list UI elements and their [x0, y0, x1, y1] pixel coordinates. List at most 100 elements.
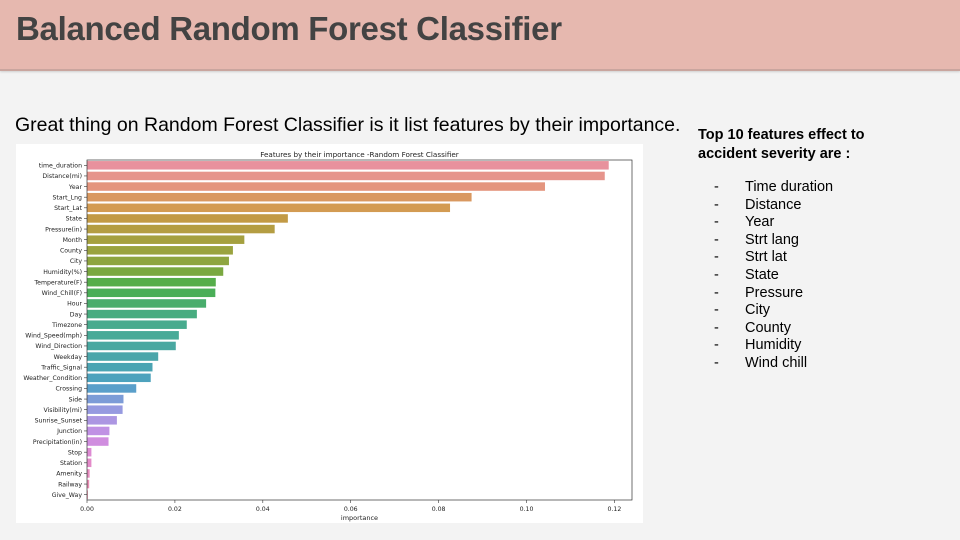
- bar: [87, 256, 229, 266]
- bar: [87, 479, 90, 489]
- feature-list-item: - Pressure: [714, 285, 833, 303]
- y-tick-label: Day: [70, 311, 83, 318]
- bar: [87, 426, 110, 436]
- y-tick-label: Timezone: [51, 322, 82, 329]
- bullet-dash: -: [714, 302, 719, 319]
- feature-list-label: Strt lat: [745, 249, 787, 266]
- bullet-dash: -: [714, 319, 719, 336]
- bullet-dash: -: [714, 266, 719, 283]
- bar: [87, 362, 153, 372]
- bar: [87, 288, 216, 298]
- y-tick-label: State: [66, 216, 83, 223]
- y-tick-label: Amenity: [56, 471, 82, 478]
- feature-list-label: City: [745, 302, 770, 319]
- title-bar: Balanced Random Forest Classifier: [0, 0, 960, 71]
- bar: [87, 331, 179, 340]
- y-tick-label: Weekday: [54, 354, 83, 361]
- feature-list-item: - Year: [714, 214, 833, 232]
- slide-subtitle: Great thing on Random Forest Classifier …: [15, 114, 681, 136]
- bar: [87, 458, 92, 468]
- x-tick-label: 0.00: [80, 506, 94, 513]
- feature-list-item: - Wind chill: [714, 355, 833, 373]
- bar: [87, 203, 451, 213]
- y-tick-label: Start_Lng: [52, 194, 82, 201]
- y-tick-label: Traffic_Signal: [40, 364, 82, 371]
- bullet-dash: -: [714, 284, 719, 301]
- y-tick-label: Crossing: [55, 386, 82, 393]
- bullet-dash: -: [714, 337, 719, 354]
- bar: [87, 469, 90, 478]
- feature-list-item: - Strt lang: [714, 232, 833, 250]
- bar: [87, 320, 187, 329]
- feature-importance-chart: Features by their importance -Random For…: [16, 144, 643, 523]
- y-tick-label: Railway: [58, 481, 82, 488]
- bullet-dash: -: [714, 231, 719, 248]
- bar: [87, 447, 92, 457]
- top-features-heading-line2: accident severity are :: [698, 146, 851, 162]
- feature-list-item: - County: [714, 320, 833, 338]
- plot-frame: [86, 159, 633, 501]
- x-tick-label: 0.06: [344, 506, 358, 513]
- y-tick-label: Humidity(%): [43, 269, 82, 276]
- feature-list-item: - Humidity: [714, 337, 833, 355]
- bar: [87, 182, 545, 191]
- bullet-dash: -: [714, 196, 719, 213]
- feature-list-label: Time duration: [745, 179, 834, 195]
- y-tick-label: time_duration: [39, 163, 82, 170]
- x-tick-label: 0.12: [608, 506, 622, 513]
- x-tick-label: 0.02: [168, 506, 182, 513]
- feature-list-item: - City: [714, 302, 833, 320]
- y-tick-label: Junction: [56, 428, 82, 435]
- y-tick-label: County: [60, 248, 82, 255]
- feature-list-label: Pressure: [745, 284, 804, 301]
- bar: [87, 299, 207, 308]
- bar: [87, 394, 124, 404]
- bullet-dash: -: [714, 249, 719, 266]
- bullet-dash: -: [714, 214, 719, 231]
- top-features-heading-line1: Top 10 features effect to: [698, 127, 865, 143]
- y-tick-label: Stop: [68, 449, 82, 456]
- y-tick-label: Year: [68, 184, 83, 191]
- bar: [87, 192, 472, 202]
- bar: [87, 341, 176, 351]
- x-axis-label: importance: [341, 514, 378, 522]
- feature-list-label: Year: [745, 214, 775, 231]
- bar: [87, 161, 609, 170]
- slide-title: Balanced Random Forest Classifier: [16, 10, 562, 47]
- y-tick-label: Pressure(in): [45, 226, 82, 233]
- y-tick-label: Station: [60, 460, 82, 467]
- chart-svg: Features by their importance -Random For…: [23, 150, 633, 522]
- top-features-list: - Time duration - Distance - Year - Strt lang - S…: [714, 179, 833, 373]
- y-tick-label: Wind_Chill(F): [42, 290, 82, 297]
- x-tick-label: 0.08: [432, 506, 446, 513]
- bar: [87, 171, 605, 181]
- feature-list-label: Wind chill: [745, 354, 808, 371]
- feature-list-label: Strt lang: [745, 231, 799, 248]
- y-tick-label: Temperature(F): [33, 279, 82, 286]
- bar: [87, 267, 224, 276]
- y-tick-label: Wind_Direction: [35, 343, 82, 350]
- bar: [87, 246, 233, 255]
- bar: [87, 416, 117, 425]
- bar: [87, 214, 288, 223]
- bullet-dash: -: [714, 354, 719, 371]
- y-tick-label: Sunrise_Sunset: [35, 418, 83, 425]
- x-tick-label: 0.10: [520, 506, 534, 513]
- chart-title: Features by their importance -Random For…: [260, 150, 459, 159]
- y-tick-label: Distance(mi): [42, 173, 82, 180]
- bar: [87, 277, 216, 287]
- y-tick-label: Give_Way: [52, 492, 83, 499]
- top-features-heading: Top 10 features effect to accident sever…: [698, 126, 865, 164]
- feature-list-label: Humidity: [745, 337, 802, 354]
- bar: [87, 352, 159, 361]
- y-tick-label: Weather_Condition: [23, 375, 82, 382]
- y-tick-label: Wind_Speed(mph): [25, 333, 82, 340]
- y-tick-label: Visibility(mi): [43, 407, 82, 414]
- bullet-dash: -: [714, 179, 719, 195]
- feature-list-label: Distance: [745, 196, 802, 213]
- feature-list-item: - Strt lat: [714, 249, 833, 267]
- x-tick-label: 0.04: [256, 506, 270, 513]
- feature-list-item: - Distance: [714, 197, 833, 215]
- bar: [87, 490, 88, 499]
- feature-list-item: - Time duration: [714, 179, 833, 197]
